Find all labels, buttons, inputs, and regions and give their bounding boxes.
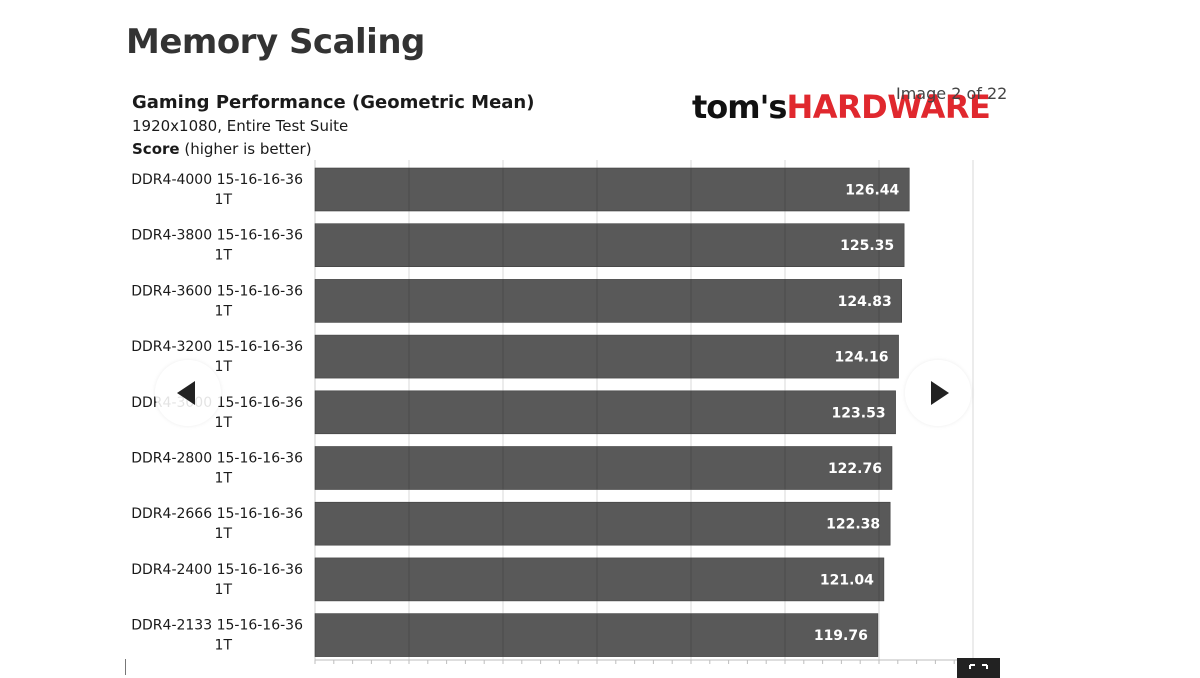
category-label: DDR4-3600 15-16-16-36 bbox=[131, 283, 303, 299]
bar bbox=[314, 223, 905, 267]
toms-hardware-logo: tom'sHARDWARE bbox=[692, 88, 991, 126]
previous-image-button[interactable] bbox=[155, 360, 221, 426]
score-note: (higher is better) bbox=[179, 140, 312, 158]
data-label: 125.35 bbox=[840, 238, 894, 254]
next-image-button[interactable] bbox=[905, 360, 971, 426]
category-label: DDR4-3200 15-16-16-36 bbox=[131, 339, 303, 355]
category-label-line2: 1T bbox=[215, 359, 233, 375]
bar bbox=[314, 557, 885, 602]
chart-title: Gaming Performance (Geometric Mean) bbox=[132, 92, 535, 113]
score-label: Score bbox=[132, 140, 180, 158]
bar bbox=[314, 167, 910, 212]
chevron-left-icon bbox=[177, 381, 195, 405]
chart-subtitle: 1920x1080, Entire Test Suite bbox=[132, 117, 349, 135]
logo-part2: HARDWARE bbox=[786, 88, 991, 126]
logo-part1: tom's bbox=[692, 88, 787, 126]
category-label-line2: 1T bbox=[215, 415, 233, 431]
data-label: 122.76 bbox=[828, 461, 882, 477]
category-label: DDR4-2800 15-16-16-36 bbox=[131, 451, 303, 467]
data-label: 122.38 bbox=[826, 517, 880, 533]
chevron-right-icon bbox=[931, 381, 949, 405]
category-label-line2: 1T bbox=[215, 192, 233, 208]
category-label-line2: 1T bbox=[215, 248, 233, 264]
bar bbox=[314, 613, 879, 657]
category-label-line2: 1T bbox=[215, 582, 233, 598]
data-label: 119.76 bbox=[814, 628, 868, 644]
category-label-line2: 1T bbox=[215, 638, 233, 654]
divider bbox=[125, 659, 126, 675]
bar bbox=[314, 446, 893, 490]
bar bbox=[314, 501, 891, 546]
data-label: 126.44 bbox=[845, 183, 899, 199]
image-counter: Image 2 of 22 bbox=[896, 84, 1008, 103]
data-label: 123.53 bbox=[832, 405, 886, 421]
data-label: 124.16 bbox=[835, 350, 889, 366]
bar bbox=[314, 334, 899, 379]
category-label-line2: 1T bbox=[215, 526, 233, 542]
page-title: Memory Scaling bbox=[126, 22, 425, 62]
bar bbox=[314, 390, 896, 435]
category-label: DDR4-2400 15-16-16-36 bbox=[131, 562, 303, 578]
expand-button[interactable] bbox=[957, 658, 1000, 678]
category-label-line2: 1T bbox=[215, 471, 233, 487]
bar bbox=[314, 279, 903, 323]
category-label: DDR4-3800 15-16-16-36 bbox=[131, 228, 303, 244]
expand-icon bbox=[969, 664, 988, 669]
data-label: 121.04 bbox=[820, 572, 874, 588]
chart-score-caption: Score (higher is better) bbox=[132, 140, 312, 158]
data-label: 124.83 bbox=[838, 294, 892, 310]
category-label: DDR4-2666 15-16-16-36 bbox=[131, 506, 303, 522]
category-label: DDR4-2133 15-16-16-36 bbox=[131, 618, 303, 634]
category-label-line2: 1T bbox=[215, 303, 233, 319]
category-label: DDR4-4000 15-16-16-36 bbox=[131, 172, 303, 188]
